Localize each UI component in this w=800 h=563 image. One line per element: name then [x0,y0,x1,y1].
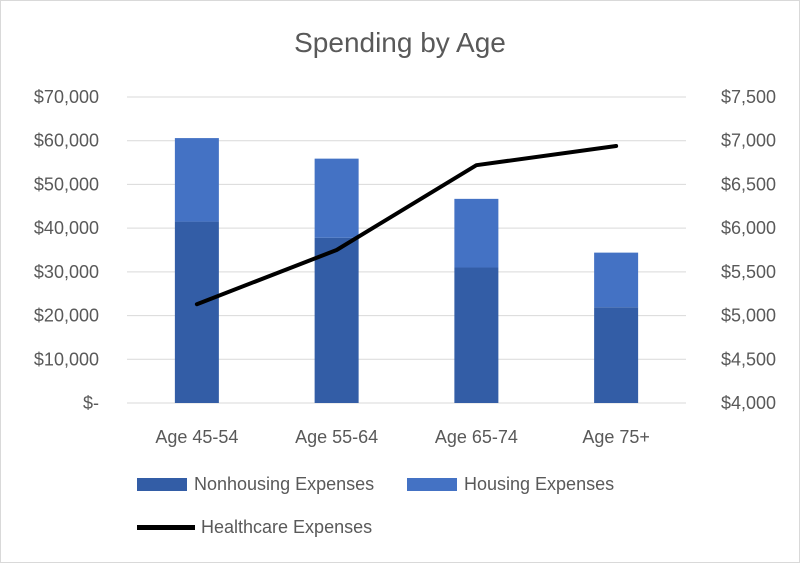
y-left-tick-label: $10,000 [34,349,99,369]
bar-nonhousing-expenses [314,237,359,403]
y-left-tick-label: $20,000 [34,306,99,326]
y-right-tick-label: $7,500 [721,87,776,107]
x-tick-label: Age 65-74 [435,427,518,447]
chart-title: Spending by Age [294,27,506,58]
y-right-tick-label: $5,500 [721,262,776,282]
bar-nonhousing-expenses [594,307,639,403]
y-left-tick-label: $70,000 [34,87,99,107]
x-tick-label: Age 75+ [582,427,650,447]
x-tick-label: Age 55-64 [295,427,378,447]
legend-label-nonhousing: Nonhousing Expenses [194,474,375,494]
legend-swatch-housing [407,478,457,491]
legend-item-housing: Housing Expenses [407,474,614,495]
bar-housing-expenses [314,158,359,238]
y-right-tick-label: $5,000 [721,306,776,326]
y-left-tick-label: $- [83,393,99,413]
x-tick-label: Age 45-54 [155,427,238,447]
y-right-tick-label: $4,500 [721,349,776,369]
legend-item-healthcare: Healthcare Expenses [137,517,372,538]
legend-swatch-healthcare [137,525,195,530]
bar-nonhousing-expenses [174,221,219,403]
bar-housing-expenses [454,198,499,268]
y-right-tick-label: $4,000 [721,393,776,413]
y-left-tick-label: $50,000 [34,174,99,194]
y-right-tick-label: $6,500 [721,174,776,194]
legend-label-housing: Housing Expenses [464,474,615,494]
bar-housing-expenses [174,138,219,222]
y-left-tick-label: $40,000 [34,218,99,238]
legend-label-healthcare: Healthcare Expenses [201,517,373,537]
bar-housing-expenses [594,252,639,308]
bar-nonhousing-expenses [454,267,499,403]
legend-item-nonhousing: Nonhousing Expenses [137,474,374,495]
y-left-tick-label: $60,000 [34,131,99,151]
y-right-tick-label: $7,000 [721,131,776,151]
y-right-tick-label: $6,000 [721,218,776,238]
y-left-tick-label: $30,000 [34,262,99,282]
legend-swatch-nonhousing [137,478,187,491]
line-healthcare-expenses [194,143,619,307]
